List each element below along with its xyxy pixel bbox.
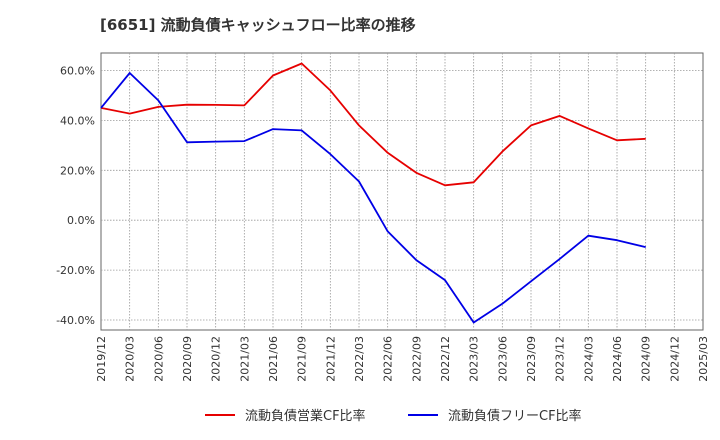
x-tick-label: 2019/12 (95, 336, 108, 382)
y-tick-label: 0.0% (67, 214, 95, 227)
x-tick-label: 2021/12 (324, 336, 337, 382)
x-tick-label: 2020/12 (210, 336, 223, 382)
y-tick-label: -40.0% (56, 314, 95, 327)
x-tick-label: 2024/03 (582, 336, 595, 382)
y-tick-label: 40.0% (60, 114, 95, 127)
x-tick-label: 2022/06 (382, 336, 395, 382)
x-tick-label: 2021/09 (296, 336, 309, 382)
x-tick-label: 2023/03 (468, 336, 481, 382)
x-tick-label: 2023/09 (525, 336, 538, 382)
x-tick-label: 2020/06 (152, 336, 165, 382)
x-tick-label: 2021/06 (267, 336, 280, 382)
y-axis-ticks: 60.0% 40.0% 20.0% 0.0% -20.0% -40.0% (56, 64, 95, 327)
x-tick-label: 2024/12 (668, 336, 681, 382)
x-tick-label: 2022/12 (439, 336, 452, 382)
series-line-2 (100, 72, 646, 324)
x-tick-label: 2021/03 (238, 336, 251, 382)
legend-label-1: 流動負債営業CF比率 (245, 408, 366, 424)
chart-title: [6651] 流動負債キャッシュフロー比率の推移 (100, 16, 416, 34)
x-tick-label: 2020/03 (124, 336, 137, 382)
x-tick-label: 2022/09 (410, 336, 423, 382)
legend-label-2: 流動負債フリーCF比率 (448, 408, 582, 424)
x-tick-label: 2023/12 (554, 336, 567, 382)
x-tick-label: 2025/03 (697, 336, 710, 382)
x-tick-label: 2020/09 (181, 336, 194, 382)
x-tick-label: 2024/06 (611, 336, 624, 382)
plot-area (100, 52, 704, 331)
y-tick-label: 20.0% (60, 164, 95, 177)
y-tick-label: 60.0% (60, 64, 95, 77)
x-axis-ticks: 2019/12 2020/03 2020/06 2020/09 2020/12 2021/… (95, 336, 710, 382)
x-tick-label: 2024/09 (640, 336, 653, 382)
x-tick-label: 2023/06 (496, 336, 509, 382)
x-tick-label: 2022/03 (353, 336, 366, 382)
series-lines (100, 62, 646, 324)
series-line-1 (100, 62, 646, 187)
legend: 流動負債営業CF比率 流動負債フリーCF比率 (205, 408, 582, 424)
grid (101, 53, 703, 330)
y-tick-label: -20.0% (56, 264, 95, 277)
